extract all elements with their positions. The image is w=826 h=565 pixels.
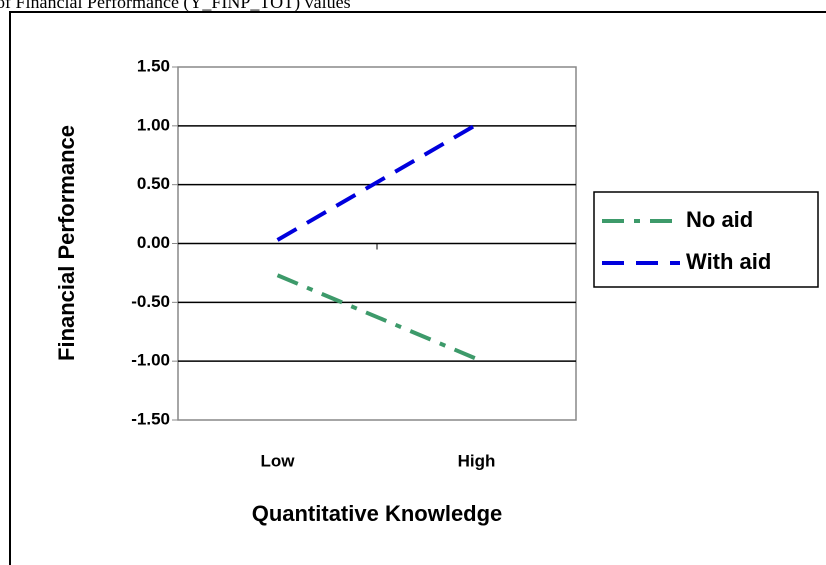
- chart-frame: [9, 11, 826, 565]
- y-tick-label: -0.50: [131, 292, 170, 311]
- x-tick-label: High: [458, 451, 496, 470]
- legend-label: No aid: [686, 207, 753, 232]
- series-line: [276, 273, 478, 361]
- y-tick-label: 0.00: [137, 233, 170, 252]
- y-tick-label: 1.00: [137, 115, 170, 134]
- series-line: [276, 122, 478, 242]
- legend-label: With aid: [686, 249, 771, 274]
- x-axis-title: Quantitative Knowledge: [252, 501, 503, 526]
- y-tick-label: -1.00: [131, 351, 170, 370]
- y-tick-label: -1.50: [131, 409, 170, 428]
- chart-title: of Financial Performance (Y_FINP_TOT) va…: [0, 0, 351, 13]
- y-axis-title: Financial Performance: [54, 125, 79, 361]
- y-tick-label: 0.50: [137, 174, 170, 193]
- x-tick-label: Low: [261, 451, 296, 470]
- y-tick-label: 1.50: [137, 56, 170, 75]
- legend-box: [593, 191, 819, 288]
